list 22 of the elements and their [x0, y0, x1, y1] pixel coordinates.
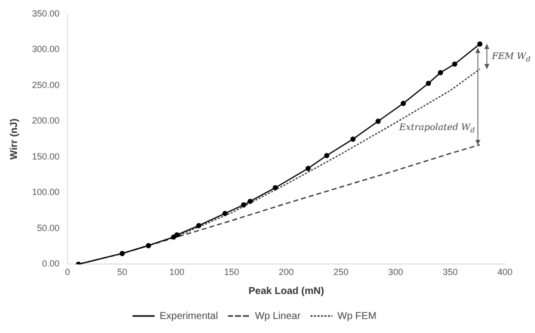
y-tick-label: 300.00 [32, 44, 60, 54]
y-tick-label: 250.00 [32, 80, 60, 90]
y-tick-label: 50.00 [36, 222, 60, 233]
y-axis-title: Wirr (nJ) [8, 118, 20, 160]
x-tick-label: 300 [388, 267, 404, 278]
x-tick-label: 100 [169, 267, 184, 278]
x-axis-title: Peak Load (mN) [248, 286, 324, 297]
x-tick-label: 350 [442, 267, 458, 278]
y-tick-label: 200.00 [32, 116, 60, 126]
y-tick-label: 350.00 [32, 8, 60, 18]
legend-label: Wp FEM [338, 310, 376, 322]
legend-label: Experimental [160, 310, 218, 322]
legend-label: Wp Linear [254, 310, 302, 322]
x-tick-label: 250 [333, 267, 348, 278]
y-tick-label: 0.00 [42, 258, 60, 269]
x-tick-label: 150 [224, 267, 240, 278]
x-tick-label: 0 [65, 267, 70, 278]
x-tick-label: 200 [278, 267, 294, 278]
y-tick-label: 150.00 [32, 151, 60, 162]
x-tick-label: 400 [497, 267, 513, 278]
x-tick-label: 50 [117, 267, 128, 278]
y-tick-label: 100.00 [32, 187, 60, 198]
